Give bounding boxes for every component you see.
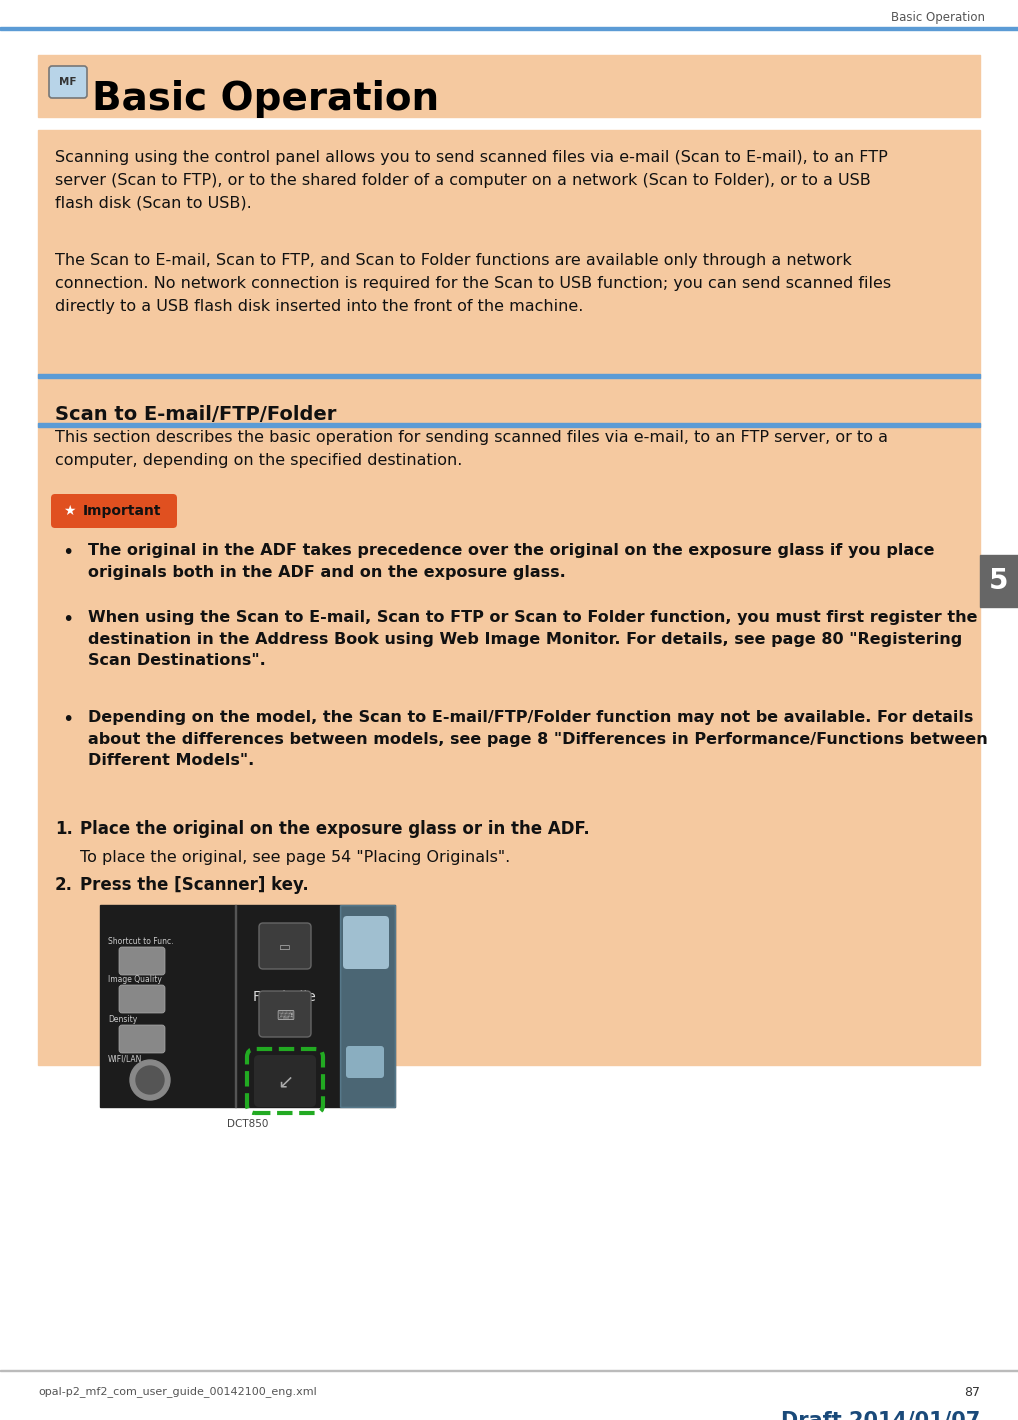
Text: 5: 5 [989, 567, 1009, 595]
Text: The original in the ADF takes precedence over the original on the exposure glass: The original in the ADF takes precedence… [88, 542, 935, 579]
Text: DCT850: DCT850 [227, 1119, 268, 1129]
Text: Scanning using the control panel allows you to send scanned files via e-mail (Sc: Scanning using the control panel allows … [55, 151, 888, 210]
Circle shape [59, 501, 79, 521]
Bar [38, 55, 980, 116]
Text: Place the original on the exposure glass or in the ADF.: Place the original on the exposure glass… [80, 819, 589, 838]
FancyBboxPatch shape [343, 916, 389, 968]
Bar [235, 905, 236, 1108]
Text: Copy: Copy [268, 924, 302, 939]
Text: Draft 2014/01/07: Draft 2014/01/07 [781, 1410, 980, 1420]
Text: •: • [62, 542, 73, 562]
Text: Press the [Scanner] key.: Press the [Scanner] key. [80, 876, 308, 895]
Bar [100, 905, 395, 1108]
Bar [980, 555, 1018, 606]
Bar [38, 423, 980, 427]
Text: To place the original, see page 54 "Placing Originals".: To place the original, see page 54 "Plac… [80, 851, 510, 865]
Text: Important: Important [83, 504, 162, 518]
Text: opal-p2_mf2_com_user_guide_00142100_eng.xml: opal-p2_mf2_com_user_guide_00142100_eng.… [38, 1386, 317, 1397]
Text: 2.: 2. [55, 876, 73, 895]
Text: The Scan to E-mail, Scan to FTP, and Scan to Folder functions are available only: The Scan to E-mail, Scan to FTP, and Sca… [55, 253, 891, 314]
Text: Basic Operation: Basic Operation [891, 11, 985, 24]
Text: ▭: ▭ [279, 940, 291, 953]
Text: ⌨: ⌨ [276, 1010, 294, 1022]
Text: •: • [62, 710, 73, 728]
Text: Image Quality: Image Quality [108, 976, 162, 984]
Text: Depending on the model, the Scan to E-mail/FTP/Folder function may not be availa: Depending on the model, the Scan to E-ma… [88, 710, 987, 768]
FancyBboxPatch shape [346, 1047, 384, 1078]
Text: 87: 87 [964, 1386, 980, 1399]
Text: ★: ★ [63, 504, 75, 518]
FancyBboxPatch shape [119, 947, 165, 976]
Bar [340, 905, 395, 1108]
Bar [38, 131, 980, 1065]
Circle shape [130, 1059, 170, 1100]
Text: This section describes the basic operation for sending scanned files via e-mail,: This section describes the basic operati… [55, 430, 888, 467]
Text: Scanner: Scanner [257, 1055, 314, 1069]
Bar [38, 373, 980, 378]
FancyBboxPatch shape [254, 1055, 316, 1108]
FancyBboxPatch shape [119, 985, 165, 1012]
Bar [0, 27, 1018, 30]
FancyBboxPatch shape [49, 65, 87, 98]
FancyBboxPatch shape [51, 494, 177, 528]
Text: Scan to E-mail/FTP/Folder: Scan to E-mail/FTP/Folder [55, 405, 336, 425]
Text: 1.: 1. [55, 819, 73, 838]
Text: Shortcut to Func.: Shortcut to Func. [108, 937, 173, 946]
Text: MF: MF [59, 77, 76, 87]
Text: When using the Scan to E-mail, Scan to FTP or Scan to Folder function, you must : When using the Scan to E-mail, Scan to F… [88, 611, 977, 669]
FancyBboxPatch shape [259, 923, 312, 968]
Text: Density: Density [108, 1015, 137, 1024]
Text: WIFI/LAN: WIFI/LAN [108, 1055, 143, 1064]
Text: ↙: ↙ [277, 1072, 293, 1092]
FancyBboxPatch shape [259, 991, 312, 1037]
Text: •: • [62, 611, 73, 629]
Text: Basic Operation: Basic Operation [92, 80, 439, 118]
FancyBboxPatch shape [119, 1025, 165, 1054]
Text: Facsimile: Facsimile [253, 990, 317, 1004]
Circle shape [136, 1066, 164, 1093]
